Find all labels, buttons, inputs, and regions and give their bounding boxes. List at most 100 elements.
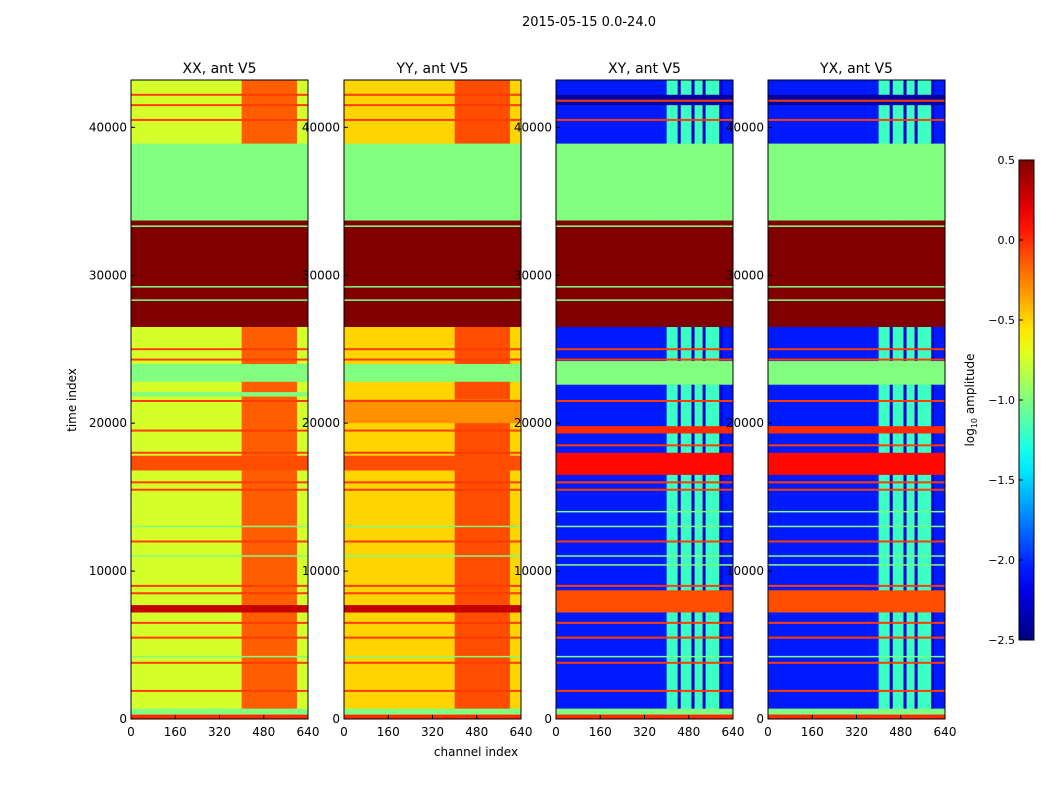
heatmap-time-line [344,621,521,624]
heatmap-time-line [556,118,733,121]
colorbar-tick-label: −2.0 [988,554,1015,567]
colorbar-tick-label: −0.5 [988,314,1015,327]
heatmap-time-band [344,399,521,424]
heatmap-time-line [556,286,733,288]
heatmap-time-band [556,361,733,385]
heatmap-time-line [768,584,945,587]
heatmap-time-line [768,540,945,543]
heatmap-time-line [768,99,945,102]
heatmap-time-line [344,689,521,692]
heatmap-time-band [556,452,733,475]
heatmap-time-line [556,488,733,491]
heatmap-channel-stripe [702,80,706,719]
x-tick-label: 0 [127,725,135,739]
heatmap-time-line [131,636,308,639]
y-tick-label: 40000 [302,120,340,134]
heatmap-time-line [768,555,945,557]
heatmap-time-line [344,429,521,432]
colorbar-tick-label: 0.0 [998,234,1016,247]
heatmap-time-band [768,143,945,221]
heatmap-time-line [131,299,308,301]
heatmap-time-line [768,225,945,227]
heatmap-time-line [344,584,521,587]
heatmap-time-band [131,364,308,382]
y-tick-label: 40000 [89,120,127,134]
x-tick-label: 320 [421,725,444,739]
y-tick-label: 20000 [302,416,340,430]
heatmap-channel-stripe [914,80,918,719]
heatmap-time-line [556,584,733,587]
heatmap-time-line [344,481,521,484]
heatmap-time-line [344,525,521,528]
heatmap-time-band [131,455,308,471]
heatmap-time-line [131,689,308,692]
heatmap-time-line [344,555,521,557]
y-tick-label: 0 [544,712,552,726]
x-tick-label: 0 [764,725,772,739]
heatmap-time-band [556,220,733,328]
heatmap-time-line [768,399,945,402]
heatmap-time-line [131,661,308,664]
heatmap-time-line [131,348,308,351]
x-tick-label: 160 [377,725,400,739]
heatmap-channel-stripe [719,80,723,719]
heatmap-channel-stripe [931,80,935,719]
heatmap-time-line [768,655,945,658]
heatmap-time-line [768,118,945,121]
heatmap-channel-stripe [677,80,681,719]
heatmap-time-band [768,426,945,434]
panel-title: YX, ant V5 [819,61,893,77]
heatmap-time-line [556,444,733,447]
heatmap-time-band [556,426,733,434]
heatmap-time-line [768,299,945,301]
heatmap-time-line [344,286,521,288]
heatmap-time-line [556,399,733,402]
heatmap-time-line [556,564,733,566]
heatmap-time-line [344,488,521,491]
heatmap-time-line [768,525,945,528]
heatmap-time-band [556,708,733,715]
heatmap-time-line [344,299,521,301]
heatmap-time-line [344,348,521,351]
panel-title: XX, ant V5 [183,61,257,77]
heatmap-time-line [131,488,308,491]
heatmap-time-line [768,286,945,288]
colorbar-label: log10 amplitude [963,354,979,447]
heatmap-time-line [344,358,521,361]
heatmap-time-line [131,555,308,557]
y-tick-label: 0 [119,712,127,726]
y-tick-label: 40000 [514,120,552,134]
heatmap-time-line [131,429,308,432]
heatmap-time-band [131,605,308,613]
x-tick-label: 0 [552,725,560,739]
heatmap-time-line [344,399,521,402]
heatmap-time-band [131,220,308,328]
heatmap-time-band [344,708,521,715]
heatmap-time-line [556,621,733,624]
heatmap-time-line [556,540,733,543]
heatmap-time-line [768,636,945,639]
heatmap-time-band [768,590,945,613]
heatmap-time-line [131,655,308,658]
heatmap-channel-stripe [889,80,893,719]
heatmap-time-band [131,392,308,397]
panel-xx: XX, ant V5 0 160 320 480 640 0 10000 20000 30000 4… [89,61,320,739]
x-tick-label: 480 [252,725,275,739]
heatmap-time-line [344,540,521,543]
y-tick-label: 20000 [89,416,127,430]
x-tick-label: 640 [297,725,320,739]
heatmap-time-band [344,364,521,382]
y-tick-label: 10000 [726,564,764,578]
x-tick-label: 160 [801,725,824,739]
heatmap-time-line [131,540,308,543]
heatmap-time-band [556,143,733,221]
heatmap-time-line [344,451,521,454]
y-tick-label: 0 [756,712,764,726]
heatmap-time-line [556,689,733,692]
x-tick-label: 0 [340,725,348,739]
y-tick-label: 30000 [89,268,127,282]
heatmap-time-line [556,655,733,658]
y-tick-label: 40000 [726,120,764,134]
